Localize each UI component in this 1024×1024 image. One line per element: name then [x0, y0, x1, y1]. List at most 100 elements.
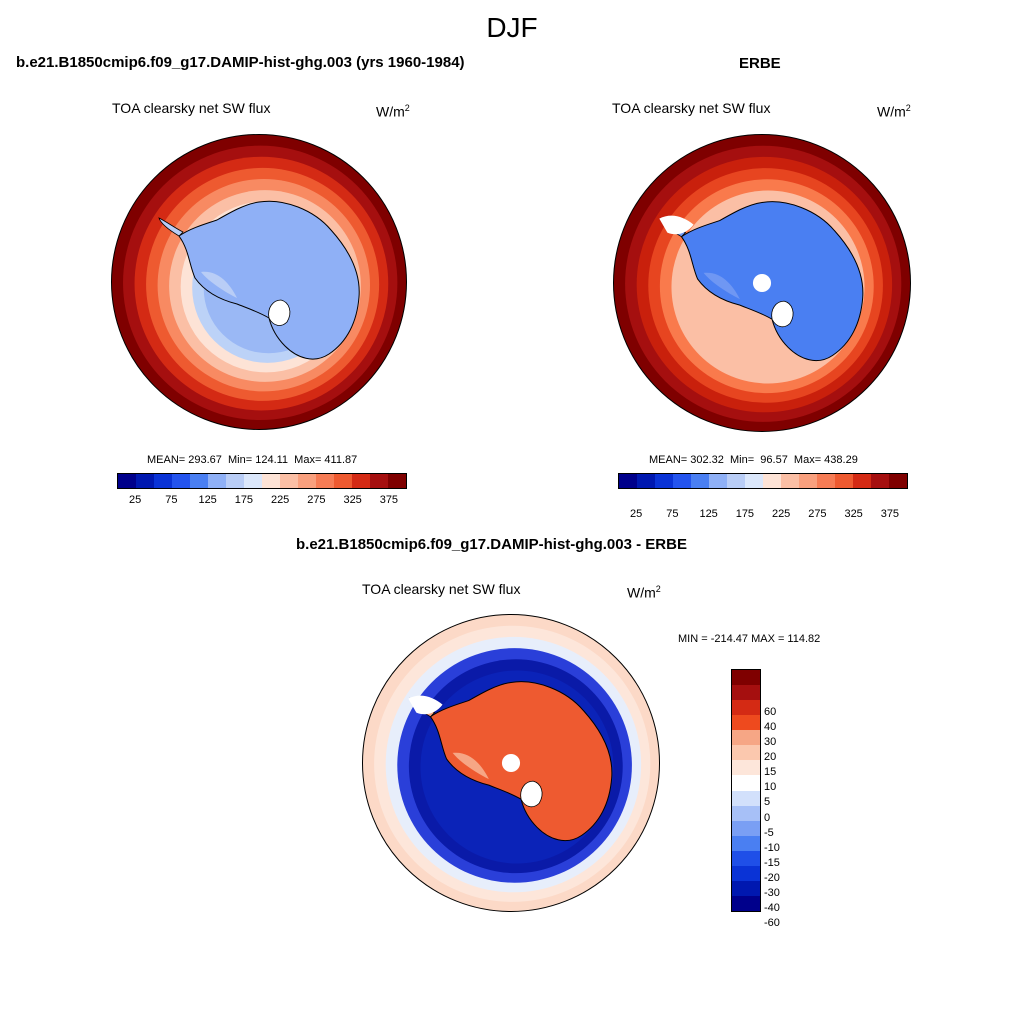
map-field [111, 134, 407, 430]
colorbar-boundary-label: -20 [764, 871, 780, 884]
colorbar-swatch [871, 474, 889, 488]
colorbar-boundary-label: -60 [764, 916, 780, 929]
units-exponent: 2 [655, 584, 661, 594]
diff-polar-map [362, 614, 660, 912]
colorbar-tick-label: 175 [234, 494, 254, 506]
colorbar-swatch [208, 474, 226, 488]
colorbar-swatch [727, 474, 745, 488]
antarctica-group [408, 681, 613, 842]
colorbar-swatch [388, 474, 406, 488]
colorbar-swatch [334, 474, 352, 488]
colorbar-tick-label: 25 [129, 494, 142, 506]
colorbar-swatch [732, 820, 760, 836]
colorbar-tick-label: 75 [666, 508, 679, 520]
colorbar-swatch [732, 835, 760, 851]
model-colorbar-ticks: 25 75 125 175 225 275 325 375 [117, 494, 407, 508]
colorbar-boundary-label: -15 [764, 856, 780, 869]
colorbar-swatch [118, 474, 136, 488]
units-base: W/m [627, 584, 656, 601]
colorbar-swatch [732, 880, 760, 896]
colorbar-swatch [732, 745, 760, 761]
colorbar-tick-label: 325 [343, 494, 362, 506]
model-units: W/m2 [376, 103, 410, 120]
colorbar-boundary-label: 20 [764, 751, 777, 764]
colorbar-swatch [732, 760, 760, 776]
colorbar-boundary-label: -30 [764, 886, 780, 899]
colorbar-boundary-label: 0 [764, 811, 771, 824]
colorbar-swatch [226, 474, 244, 488]
colorbar-tick-label: 275 [307, 494, 326, 506]
colorbar-tick-label: 225 [270, 494, 290, 506]
colorbar-boundary-label: 40 [764, 721, 777, 734]
colorbar-swatch [889, 474, 907, 488]
diff-colorbar-labels: 60 40 30 20 15 10 5 0 -5 -10 -15 -20 -30 -40 -60 [764, 697, 804, 938]
diff-panel-subtitle: TOA clearsky net SW flux [362, 581, 521, 597]
colorbar-swatch [732, 805, 760, 821]
model-stats: MEAN= 293.67 Min= 124.11 Max= 411.87 [147, 454, 358, 466]
colorbar-tick-label: 25 [630, 508, 643, 520]
colorbar-boundary-label: 5 [764, 796, 771, 809]
colorbar-boundary-label: -10 [764, 841, 780, 854]
antarctica-continent [680, 201, 864, 362]
ross-ice-shelf [520, 780, 543, 808]
obs-polar-map [613, 134, 911, 432]
colorbar-swatch [732, 775, 760, 791]
colorbar-swatch [136, 474, 154, 488]
colorbar-boundary-label: -40 [764, 901, 780, 914]
missing-data-region [659, 215, 694, 235]
colorbar-swatch [817, 474, 835, 488]
colorbar-swatch [154, 474, 172, 488]
colorbar-swatch [709, 474, 727, 488]
obs-colorbar-ticks: 25 75 125 175 225 275 325 375 [618, 508, 908, 522]
antarctic-peninsula [158, 217, 184, 237]
colorbar-swatch [316, 474, 334, 488]
diff-panel-title: b.e21.B1850cmip6.f09_g17.DAMIP-hist-ghg.… [296, 536, 687, 553]
diff-colorbar [731, 669, 761, 912]
obs-units: W/m2 [877, 103, 911, 120]
diff-units: W/m2 [627, 584, 661, 601]
colorbar-swatch [732, 790, 760, 806]
antarctica-light-region [201, 271, 237, 298]
colorbar-swatch [691, 474, 709, 488]
colorbar-swatch [799, 474, 817, 488]
colorbar-boundary-label: -5 [764, 826, 774, 839]
colorbar-tick-label: 125 [699, 508, 718, 520]
map-field [613, 134, 911, 432]
obs-colorbar [618, 473, 908, 489]
colorbar-tick-label: 225 [771, 508, 791, 520]
colorbar-swatch [732, 850, 760, 866]
colorbar-tick-label: 125 [198, 494, 217, 506]
colorbar-swatch [732, 700, 760, 716]
colorbar-boundary-label: 15 [764, 766, 777, 779]
colorbar-swatch [745, 474, 763, 488]
colorbar-swatch [732, 865, 760, 881]
colorbar-swatch [732, 715, 760, 731]
model-polar-map [111, 134, 407, 430]
colorbar-boundary-label: 30 [764, 736, 777, 749]
colorbar-boundary-label: 60 [764, 706, 777, 719]
colorbar-tick-label: 75 [165, 494, 178, 506]
antarctica-light-region [703, 272, 740, 300]
colorbar-swatch [280, 474, 298, 488]
colorbar-swatch [763, 474, 781, 488]
colorbar-swatch [637, 474, 655, 488]
missing-data-region [408, 695, 443, 715]
colorbar-swatch [244, 474, 262, 488]
obs-stats: MEAN= 302.32 Min= 96.57 Max= 438.29 [649, 454, 858, 466]
ross-ice-shelf [268, 299, 291, 326]
colorbar-swatch [835, 474, 853, 488]
colorbar-tick-label: 375 [379, 494, 399, 506]
colorbar-swatch [352, 474, 370, 488]
antarctica-group [659, 201, 864, 362]
colorbar-tick-label: 275 [808, 508, 827, 520]
colorbar-swatch [732, 730, 760, 746]
colorbar-tick-label: 175 [735, 508, 755, 520]
antarctica-continent [429, 681, 613, 842]
colorbar-swatch [298, 474, 316, 488]
obs-panel-subtitle: TOA clearsky net SW flux [612, 100, 771, 116]
ross-ice-shelf [771, 300, 794, 328]
colorbar-swatch [732, 895, 760, 911]
units-exponent: 2 [404, 103, 410, 113]
colorbar-swatch [781, 474, 799, 488]
antarctica-continent [178, 200, 360, 360]
